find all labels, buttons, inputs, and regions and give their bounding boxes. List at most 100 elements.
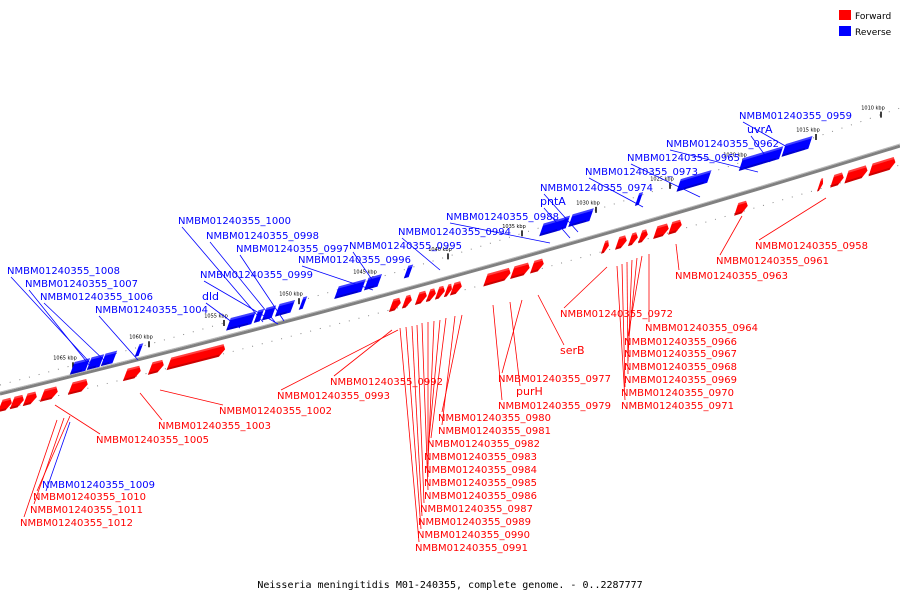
- label-leader: [421, 322, 429, 491]
- forward-gene-label[interactable]: NMBM01240355_0958: [755, 241, 868, 252]
- reverse-gene-label[interactable]: NMBM01240355_0974: [540, 183, 653, 194]
- forward-gene: [388, 296, 404, 312]
- reverse-gene: [298, 296, 308, 310]
- reverse-gene: [274, 299, 296, 317]
- forward-gene-label[interactable]: NMBM01240355_1010: [33, 492, 146, 503]
- forward-gene-label[interactable]: NMBM01240355_0986: [424, 491, 537, 502]
- forward-gene-label[interactable]: NMBM01240355_0990: [417, 530, 530, 541]
- label-leader: [427, 319, 441, 452]
- tick-label: 1050 kbp: [279, 292, 303, 298]
- legend: Forward Reverse: [839, 10, 892, 38]
- forward-gene-label[interactable]: NMBM01240355_0967: [624, 349, 737, 360]
- label-leader: [630, 163, 701, 198]
- forward-gene-label[interactable]: NMBM01240355_0991: [415, 543, 528, 554]
- tick-label: 1035 kbp: [502, 224, 526, 230]
- reverse-gene: [226, 311, 256, 331]
- forward-gene: [22, 390, 40, 407]
- forward-gene: [9, 393, 27, 410]
- forward-gene-label[interactable]: NMBM01240355_0984: [424, 465, 537, 476]
- reverse-gene-label[interactable]: pntA: [540, 195, 566, 208]
- forward-gene: [653, 222, 671, 239]
- forward-gene: [434, 284, 448, 300]
- reverse-gene-label[interactable]: NMBM01240355_1009: [42, 480, 155, 491]
- forward-gene: [147, 358, 167, 375]
- forward-gene-label[interactable]: NMBM01240355_0979: [498, 401, 611, 412]
- forward-gene-label[interactable]: NMBM01240355_0972: [560, 309, 673, 320]
- forward-gene-label[interactable]: NMBM01240355_1003: [158, 421, 271, 432]
- reverse-gene: [261, 305, 277, 321]
- reverse-gene-label[interactable]: dld: [202, 290, 219, 303]
- forward-gene-label[interactable]: NMBM01240355_0987: [420, 504, 533, 515]
- forward-gene-label[interactable]: NMBM01240355_0971: [621, 401, 734, 412]
- label-leader: [627, 259, 633, 362]
- reverse-gene-label[interactable]: NMBM01240355_0996: [298, 255, 411, 266]
- tick-label: 1030 kbp: [576, 200, 600, 206]
- reverse-gene-label[interactable]: NMBM01240355_0994: [398, 227, 511, 238]
- forward-gene-label[interactable]: NMBM01240355_0981: [438, 426, 551, 437]
- forward-gene-label[interactable]: NMBM01240355_1011: [30, 505, 143, 516]
- forward-gene-label[interactable]: NMBM01240355_0993: [277, 391, 390, 402]
- legend-forward-swatch: [839, 10, 851, 20]
- reverse-gene-label[interactable]: NMBM01240355_1008: [7, 266, 120, 277]
- forward-gene-label[interactable]: NMBM01240355_0983: [424, 452, 537, 463]
- label-leader: [10, 276, 94, 367]
- reverse-gene-label[interactable]: NMBM01240355_0973: [585, 167, 698, 178]
- forward-gene-label[interactable]: NMBM01240355_0970: [621, 388, 734, 399]
- reverse-gene-label[interactable]: NMBM01240355_1004: [95, 305, 208, 316]
- reverse-gene-label[interactable]: NMBM01240355_1006: [40, 292, 153, 303]
- forward-gene-label[interactable]: serB: [560, 344, 585, 357]
- forward-gene: [615, 234, 629, 250]
- forward-gene-label[interactable]: NMBM01240355_0992: [330, 377, 443, 388]
- label-leader: [742, 121, 797, 153]
- reverse-gene-label[interactable]: NMBM01240355_0959: [739, 111, 852, 122]
- tick-label: 1055 kbp: [204, 313, 228, 319]
- reverse-gene-label[interactable]: uvrA: [747, 123, 773, 136]
- reverse-gene-label[interactable]: NMBM01240355_0999: [200, 270, 313, 281]
- forward-gene-label[interactable]: NMBM01240355_1005: [96, 435, 209, 446]
- forward-gene: [844, 164, 870, 184]
- forward-gene: [830, 171, 846, 188]
- forward-gene-label[interactable]: NMBM01240355_0968: [624, 362, 737, 373]
- forward-gene-label[interactable]: NMBM01240355_0982: [427, 439, 540, 450]
- label-leader: [543, 207, 571, 239]
- reverse-gene-label[interactable]: NMBM01240355_0998: [206, 231, 319, 242]
- label-leader: [181, 226, 264, 323]
- forward-gene-label[interactable]: purH: [516, 385, 543, 398]
- forward-gene-label[interactable]: NMBM01240355_1002: [219, 406, 332, 417]
- forward-gene: [443, 282, 455, 298]
- forward-gene-label[interactable]: NMBM01240355_0980: [438, 413, 551, 424]
- forward-gene-label[interactable]: NMBM01240355_0963: [675, 271, 788, 282]
- reverse-gene-label[interactable]: NMBM01240355_0995: [349, 241, 462, 252]
- label-leader: [159, 389, 224, 406]
- forward-gene-label[interactable]: NMBM01240355_0977: [498, 374, 611, 385]
- reverse-gene: [334, 279, 366, 300]
- forward-gene-label[interactable]: NMBM01240355_0961: [716, 256, 829, 267]
- label-leader: [563, 266, 608, 309]
- label-leader: [239, 254, 285, 322]
- label-leader: [449, 222, 551, 244]
- forward-gene: [425, 287, 439, 303]
- forward-gene-label[interactable]: NMBM01240355_0966: [624, 337, 737, 348]
- reverse-gene-label[interactable]: NMBM01240355_0965: [627, 153, 740, 164]
- forward-gene-label[interactable]: NMBM01240355_0989: [418, 517, 531, 528]
- reverse-gene-label[interactable]: NMBM01240355_1007: [25, 279, 138, 290]
- forward-gene-label[interactable]: NMBM01240355_0969: [624, 375, 737, 386]
- label-leader: [401, 237, 441, 271]
- forward-gene-label[interactable]: NMBM01240355_0964: [645, 323, 758, 334]
- forward-gene: [510, 261, 532, 280]
- forward-gene-label[interactable]: NMBM01240355_0985: [424, 478, 537, 489]
- forward-gene: [868, 155, 898, 177]
- reverse-gene-label[interactable]: NMBM01240355_0997: [236, 244, 349, 255]
- reverse-gene: [69, 358, 91, 375]
- reverse-gene-label[interactable]: NMBM01240355_0962: [666, 139, 779, 150]
- reverse-gene-label[interactable]: NMBM01240355_1000: [178, 216, 291, 227]
- label-leader: [399, 327, 420, 543]
- forward-gene-label[interactable]: NMBM01240355_1012: [20, 518, 133, 529]
- label-leader: [98, 315, 139, 361]
- legend-reverse-label: Reverse: [855, 28, 892, 38]
- forward-gene: [600, 239, 612, 254]
- label-leader: [543, 193, 579, 233]
- reverse-gene-label[interactable]: NMBM01240355_0988: [446, 212, 559, 223]
- forward-gene: [668, 218, 684, 235]
